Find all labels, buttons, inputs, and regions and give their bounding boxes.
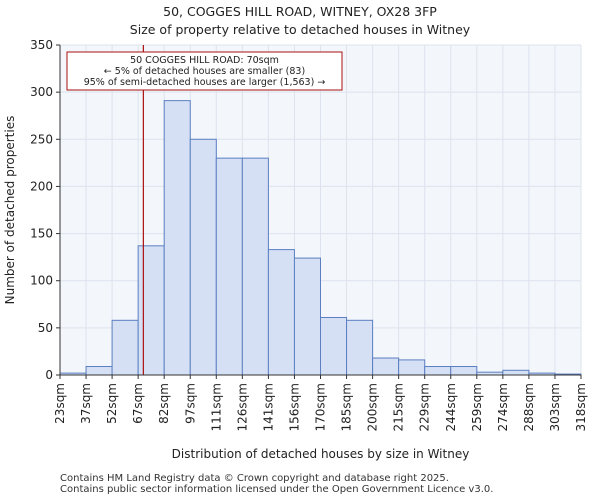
bar bbox=[346, 319, 374, 376]
bar bbox=[189, 138, 217, 376]
x-tick-label: 23sqm bbox=[53, 383, 67, 424]
axes: 0 50 100 150 200 250 300 350 23sqm 37sqm 52sqm 67sq… bbox=[30, 38, 588, 431]
x-tick-label: 126sqm bbox=[235, 383, 249, 431]
bar bbox=[85, 366, 113, 376]
bar bbox=[241, 157, 269, 376]
y-tick-label: 50 bbox=[38, 321, 53, 335]
chart-subtitle: Size of property relative to detached ho… bbox=[129, 22, 471, 37]
footer-line-1: Contains HM Land Registry data © Crown c… bbox=[60, 473, 449, 484]
bar bbox=[502, 369, 530, 376]
x-tick-label: 141sqm bbox=[261, 383, 275, 431]
bar bbox=[215, 157, 243, 376]
footer-line-2: Contains public sector information licen… bbox=[60, 484, 494, 495]
bar bbox=[293, 257, 322, 376]
x-tick-label: 200sqm bbox=[366, 383, 380, 431]
x-tick-label: 170sqm bbox=[314, 383, 328, 431]
bar bbox=[137, 245, 165, 376]
annotation-box: 50 COGGES HILL ROAD: 70sqm ← 5% of detac… bbox=[66, 51, 343, 91]
x-tick-label: 67sqm bbox=[131, 383, 145, 424]
bar bbox=[450, 366, 478, 376]
x-tick-label: 244sqm bbox=[444, 383, 458, 431]
y-tick-label: 250 bbox=[30, 132, 53, 146]
x-tick-label: 111sqm bbox=[209, 383, 223, 431]
x-tick-label: 52sqm bbox=[105, 383, 119, 424]
annotation-line-3: 95% of semi-detached houses are larger (… bbox=[84, 77, 326, 88]
x-tick-label: 288sqm bbox=[522, 383, 536, 431]
x-tick-label: 229sqm bbox=[418, 383, 432, 431]
x-tick-label: 37sqm bbox=[79, 383, 93, 424]
x-tick-label: 185sqm bbox=[340, 383, 354, 431]
bar bbox=[398, 359, 426, 376]
y-tick-label: 100 bbox=[30, 274, 53, 288]
y-tick-label: 0 bbox=[45, 368, 53, 382]
bar bbox=[163, 100, 191, 376]
x-tick-label: 97sqm bbox=[183, 383, 197, 424]
x-tick-label: 274sqm bbox=[496, 383, 510, 431]
y-tick-label: 150 bbox=[30, 227, 53, 241]
bar bbox=[267, 249, 295, 376]
x-tick-label: 303sqm bbox=[548, 383, 562, 431]
annotation-line-1: 50 COGGES HILL ROAD: 70sqm bbox=[130, 55, 279, 66]
x-tick-label: 215sqm bbox=[392, 383, 406, 431]
y-tick-label: 350 bbox=[30, 38, 53, 52]
annotation-line-2: ← 5% of detached houses are smaller (83) bbox=[104, 66, 305, 77]
bar bbox=[320, 316, 348, 376]
y-axis-label: Number of detached properties bbox=[3, 116, 17, 305]
x-tick-label: 259sqm bbox=[470, 383, 484, 431]
x-tick-label: 156sqm bbox=[287, 383, 301, 431]
bar bbox=[424, 366, 452, 376]
chart-title: 50, COGGES HILL ROAD, WITNEY, OX28 3FP bbox=[163, 4, 437, 19]
x-tick-label: 318sqm bbox=[574, 383, 588, 431]
y-tick-label: 200 bbox=[30, 179, 53, 193]
x-tick-label: 82sqm bbox=[157, 383, 171, 424]
x-axis-label: Distribution of detached houses by size … bbox=[172, 447, 470, 461]
bar bbox=[372, 357, 400, 376]
y-tick-label: 300 bbox=[30, 85, 53, 99]
bar bbox=[111, 319, 139, 376]
